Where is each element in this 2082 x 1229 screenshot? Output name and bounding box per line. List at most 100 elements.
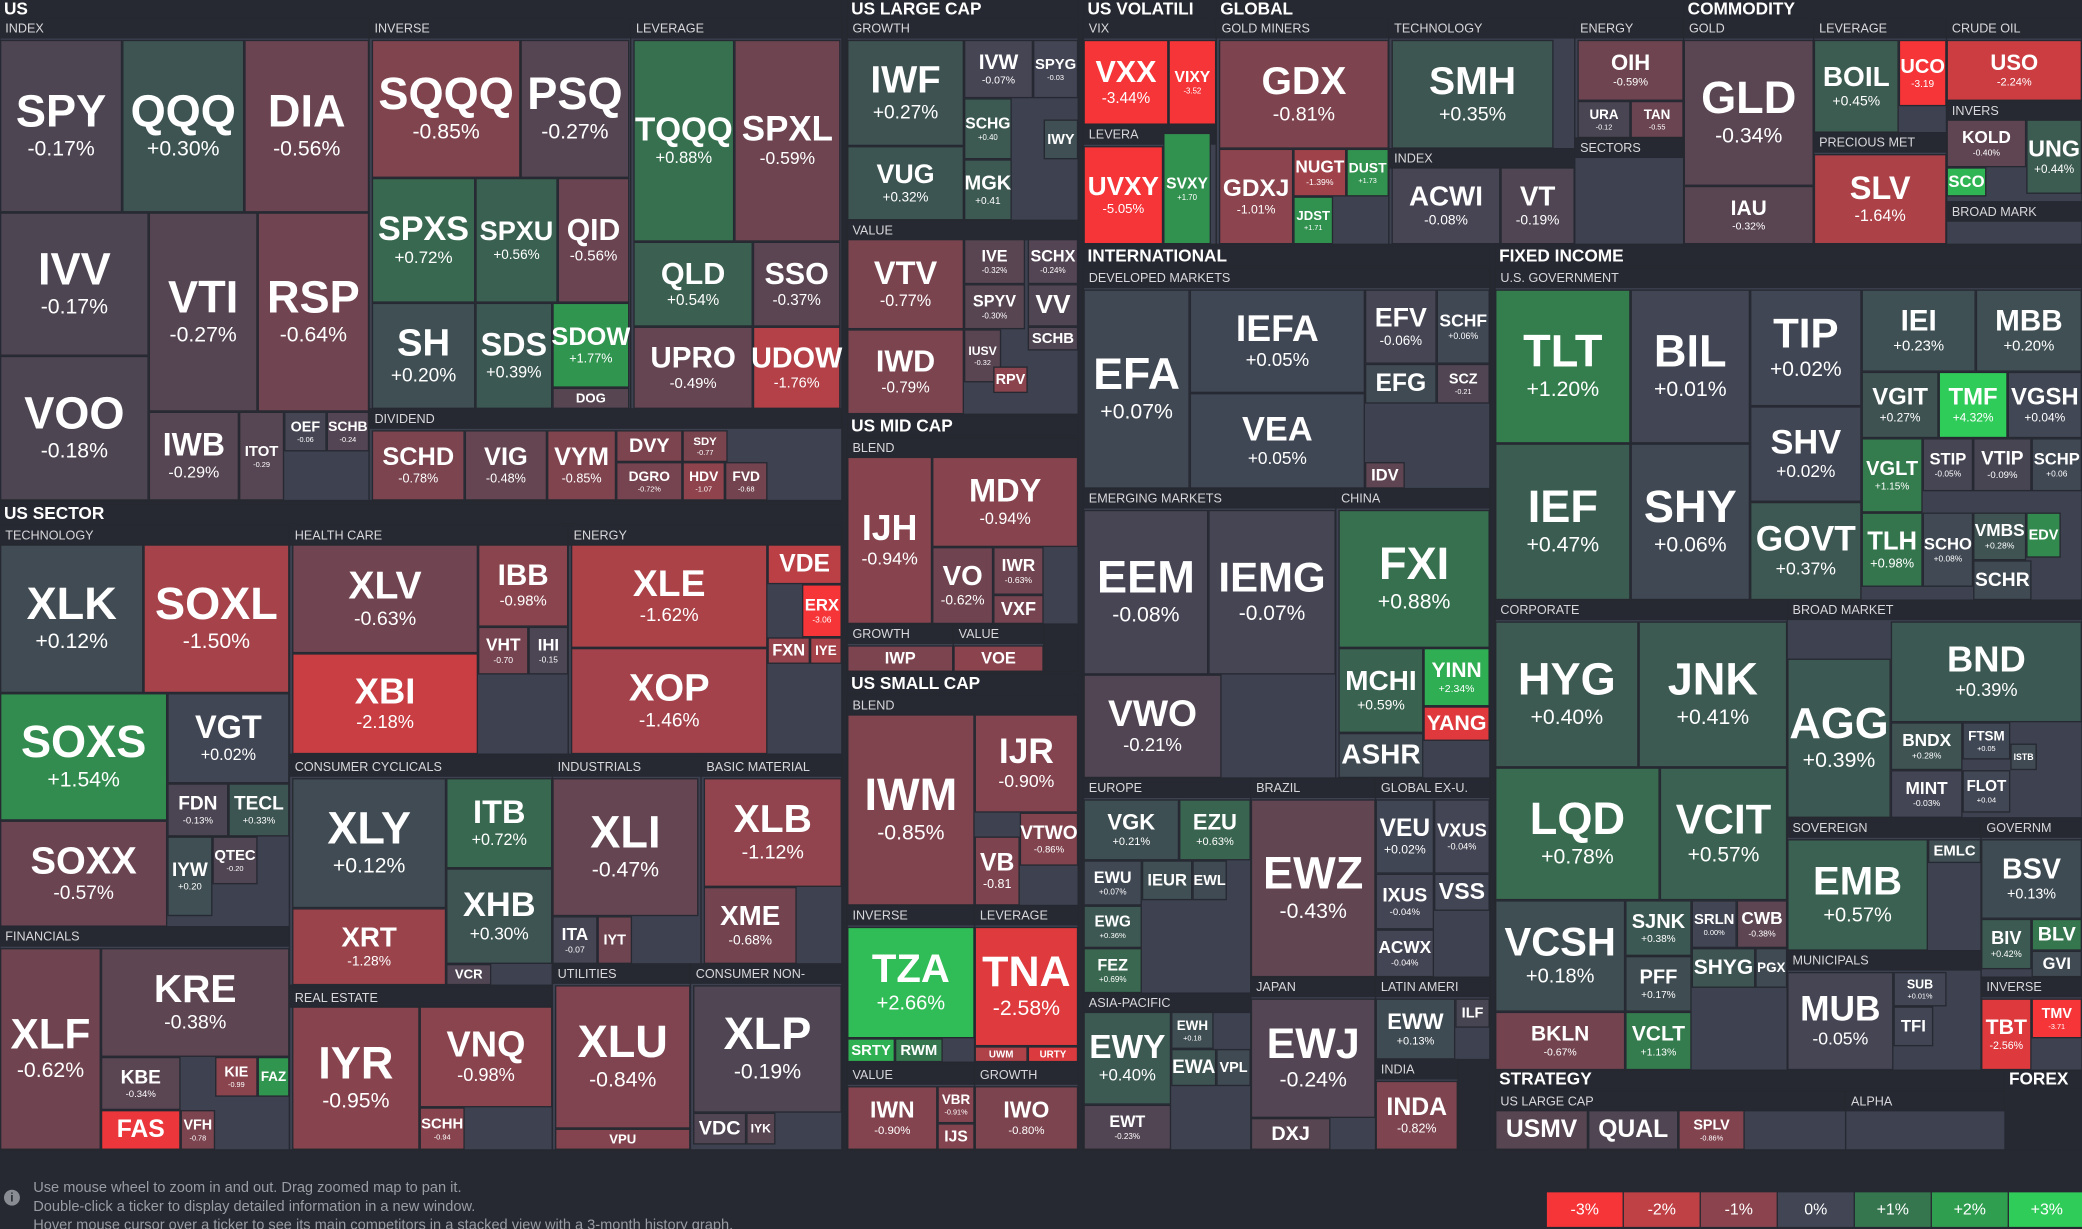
tile[interactable] xyxy=(2031,438,2082,492)
tile[interactable] xyxy=(257,212,370,412)
tile[interactable] xyxy=(1033,39,1079,99)
tile[interactable] xyxy=(974,926,1079,1047)
tile[interactable] xyxy=(801,584,842,638)
tile[interactable] xyxy=(1750,289,1862,407)
tile[interactable] xyxy=(1141,860,1193,901)
tile[interactable] xyxy=(1495,1011,1626,1071)
tile[interactable] xyxy=(419,1107,465,1150)
tile[interactable] xyxy=(1630,100,1684,139)
tile[interactable] xyxy=(1364,462,1405,489)
tile[interactable] xyxy=(1588,1110,1679,1150)
tile[interactable] xyxy=(1981,839,2082,919)
tile[interactable] xyxy=(693,985,842,1113)
tile[interactable] xyxy=(767,544,842,585)
tile[interactable] xyxy=(1171,1048,1217,1087)
tile[interactable] xyxy=(1890,621,2082,723)
tile[interactable] xyxy=(239,411,285,501)
tile[interactable] xyxy=(1630,289,1751,444)
tile[interactable] xyxy=(1861,371,1939,439)
tile[interactable] xyxy=(1495,900,1626,1012)
tile[interactable] xyxy=(1787,658,1891,818)
tile[interactable] xyxy=(974,714,1079,813)
tile[interactable] xyxy=(371,39,521,178)
tile[interactable] xyxy=(0,355,149,501)
tile[interactable] xyxy=(1083,509,1209,675)
tile[interactable] xyxy=(1813,154,1947,245)
tile[interactable] xyxy=(963,284,1026,330)
tile[interactable] xyxy=(1893,1006,1934,1047)
tile[interactable] xyxy=(257,1056,290,1097)
tile[interactable] xyxy=(1577,39,1684,101)
tile[interactable] xyxy=(1083,1104,1172,1150)
tile[interactable] xyxy=(809,637,842,664)
tile[interactable] xyxy=(0,820,168,927)
tile[interactable] xyxy=(932,456,1079,548)
tile[interactable] xyxy=(1436,289,1490,364)
tile[interactable] xyxy=(1423,706,1490,741)
tile[interactable] xyxy=(244,39,370,213)
tile[interactable] xyxy=(1019,812,1079,866)
tile[interactable] xyxy=(1027,1046,1079,1063)
tile[interactable] xyxy=(292,778,447,909)
tile[interactable] xyxy=(2031,950,2082,978)
tile[interactable] xyxy=(1027,284,1079,327)
tile[interactable] xyxy=(1495,767,1660,901)
tile[interactable] xyxy=(122,39,245,213)
tile[interactable] xyxy=(284,411,327,452)
tile[interactable] xyxy=(1375,1080,1458,1150)
tile[interactable] xyxy=(1890,770,1963,818)
tile[interactable] xyxy=(464,430,548,501)
tile[interactable] xyxy=(0,39,123,213)
tile[interactable] xyxy=(1678,1110,1745,1150)
tile[interactable] xyxy=(1625,1011,1692,1071)
tile[interactable] xyxy=(724,462,768,501)
tile[interactable] xyxy=(847,926,975,1039)
tile[interactable] xyxy=(953,645,1044,672)
tile[interactable] xyxy=(1922,438,1974,492)
tile[interactable] xyxy=(597,916,633,964)
tile[interactable] xyxy=(847,39,964,147)
tile[interactable] xyxy=(1625,956,1692,1012)
tile[interactable] xyxy=(1495,1110,1589,1150)
tile[interactable] xyxy=(2010,743,2037,771)
tile[interactable] xyxy=(1218,39,1389,149)
tile[interactable] xyxy=(212,836,258,885)
tile[interactable] xyxy=(1630,443,1751,601)
tile[interactable] xyxy=(1898,39,1947,107)
tile[interactable] xyxy=(767,637,810,664)
tile[interactable] xyxy=(1736,900,1788,949)
tile[interactable] xyxy=(0,544,144,694)
tile[interactable] xyxy=(552,778,699,917)
tile[interactable] xyxy=(616,462,683,501)
tile[interactable] xyxy=(1434,799,1490,874)
tile[interactable] xyxy=(847,456,933,625)
tile[interactable] xyxy=(1787,839,1928,951)
tile[interactable] xyxy=(1691,900,1737,949)
tile[interactable] xyxy=(1083,146,1164,245)
tile[interactable] xyxy=(1083,289,1190,489)
tile[interactable] xyxy=(1981,998,2032,1071)
tile[interactable] xyxy=(1375,929,1435,978)
tile[interactable] xyxy=(633,326,753,409)
tile[interactable] xyxy=(100,1056,181,1111)
tile[interactable] xyxy=(148,411,240,501)
tile[interactable] xyxy=(963,98,1012,160)
tile[interactable] xyxy=(292,908,447,986)
tile[interactable] xyxy=(1338,509,1490,648)
tile[interactable] xyxy=(703,778,842,887)
tile[interactable] xyxy=(228,783,290,837)
tile[interactable] xyxy=(0,948,101,1150)
tile[interactable] xyxy=(1364,289,1437,364)
tile[interactable] xyxy=(1495,443,1631,601)
tile[interactable] xyxy=(292,544,479,654)
tile[interactable] xyxy=(1364,363,1437,404)
tile[interactable] xyxy=(1495,621,1639,768)
tile[interactable] xyxy=(547,430,617,501)
tile[interactable] xyxy=(1861,512,1923,587)
tile[interactable] xyxy=(1293,196,1334,245)
tile[interactable] xyxy=(1189,289,1365,394)
tile[interactable] xyxy=(1208,509,1336,675)
tile[interactable] xyxy=(616,430,683,463)
tile[interactable] xyxy=(1027,326,1079,351)
tile[interactable] xyxy=(1338,647,1424,733)
